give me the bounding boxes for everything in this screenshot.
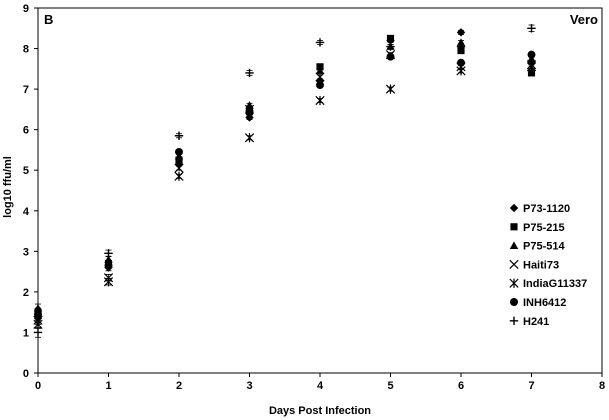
legend-marker [509, 203, 519, 213]
x-axis-ticks: 0 1 2 3 4 5 6 7 8 [35, 373, 605, 392]
legend-label: P75-514 [523, 241, 565, 253]
data-point [456, 38, 466, 46]
legend-marker [509, 241, 519, 249]
x-tick-label: 4 [317, 380, 324, 392]
series-plus [33, 24, 536, 338]
data-point [315, 72, 325, 82]
data-point [457, 58, 465, 67]
data-point [174, 163, 184, 173]
y-tick-label: 4 [23, 206, 30, 218]
legend-label: IndiaG11337 [523, 278, 587, 290]
data-point [175, 156, 183, 164]
legend-label: P75-215 [523, 222, 565, 234]
legend-item: INH6412 [510, 297, 566, 309]
legend-item: H241 [509, 316, 549, 328]
data-point [175, 147, 183, 156]
series-asterisk [33, 62, 537, 329]
legend-item: P75-514 [509, 241, 565, 253]
data-point [174, 131, 184, 140]
data-point [245, 68, 254, 78]
data-point [315, 95, 325, 106]
data-point [527, 69, 536, 77]
x-tick-label: 2 [176, 380, 182, 392]
y-tick-label: 3 [23, 246, 29, 258]
legend-marker [510, 298, 518, 306]
x-axis-title: Days Post Infection [269, 405, 371, 417]
plot-frame [37, 7, 603, 374]
data-point [34, 310, 42, 319]
data-point [174, 159, 184, 169]
series-circle [34, 50, 536, 319]
x-tick-label: 7 [528, 380, 534, 392]
y-tick-label: 2 [23, 287, 29, 299]
data-point [33, 328, 43, 337]
data-point [245, 107, 254, 116]
data-point [386, 42, 395, 51]
legend-item: Haiti73 [509, 259, 559, 271]
y-tick-label: 8 [23, 44, 29, 56]
legend-label: P73-1120 [523, 203, 570, 215]
x-tick-label: 1 [105, 380, 111, 392]
data-point [244, 133, 255, 143]
legend-label: INH6412 [523, 297, 566, 309]
data-point [526, 62, 537, 72]
y-tick-label: 0 [23, 368, 29, 380]
data-point [315, 66, 325, 75]
x-tick-label: 8 [599, 380, 605, 392]
x-tick-label: 3 [246, 380, 252, 392]
legend-item: P73-1120 [509, 203, 570, 215]
data-point [316, 81, 324, 90]
y-tick-label: 5 [23, 165, 29, 177]
x-tick-label: 6 [458, 380, 464, 392]
data-point [385, 84, 396, 94]
data-point [103, 277, 114, 287]
y-axis-title: log10 ffu/ml [2, 156, 14, 218]
legend-marker [510, 223, 518, 231]
data-point [456, 28, 466, 37]
y-axis-ticks: 0 1 2 3 4 5 6 7 8 9 [23, 3, 38, 380]
data-points [33, 24, 537, 338]
data-point [174, 171, 184, 181]
y-tick-label: 9 [23, 3, 29, 15]
panel-label: B [44, 12, 53, 27]
data-point [456, 66, 466, 76]
legend-marker [509, 278, 519, 288]
y-tick-label: 6 [23, 125, 29, 137]
legend-marker [509, 316, 519, 325]
data-point [104, 255, 113, 263]
cell-line-label: Vero [570, 12, 598, 27]
data-point [104, 249, 113, 258]
data-point [33, 303, 43, 312]
data-point [386, 34, 395, 42]
legend-item: P75-215 [510, 222, 565, 234]
data-point [456, 42, 466, 51]
legend: P73-1120 P75-215 P75-514 Haiti73 IndiaG11337… [509, 203, 587, 328]
x-tick-label: 5 [387, 380, 393, 392]
data-point [315, 38, 325, 47]
legend-item: IndiaG11337 [509, 278, 587, 290]
data-point [245, 113, 254, 122]
axes [37, 7, 603, 374]
legend-label: Haiti73 [523, 259, 559, 271]
legend-label: H241 [523, 316, 549, 328]
series-square [34, 34, 536, 317]
data-point [386, 52, 395, 61]
y-tick-label: 1 [23, 327, 29, 339]
legend-marker [509, 259, 519, 270]
y-tick-label: 7 [23, 84, 29, 96]
data-point [104, 261, 113, 270]
x-tick-label: 0 [35, 380, 41, 392]
data-point [527, 50, 536, 59]
data-point [527, 24, 536, 33]
